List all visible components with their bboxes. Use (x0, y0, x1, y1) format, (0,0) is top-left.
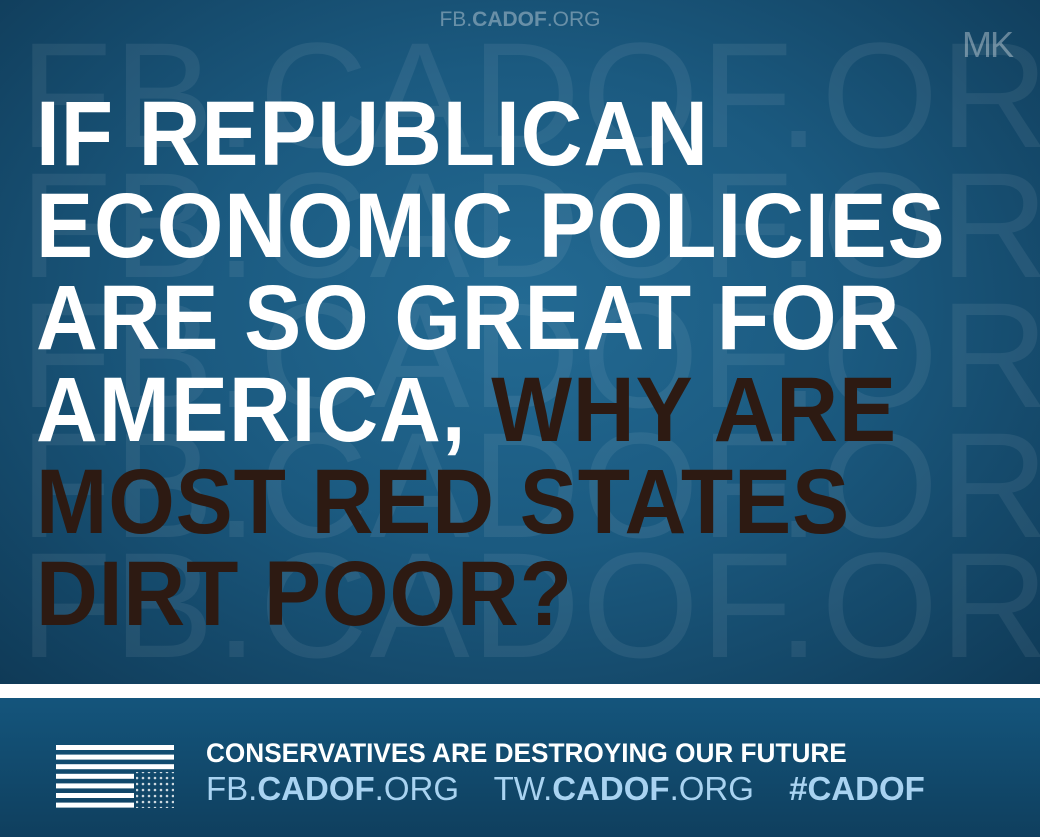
headline-white: ARE SO GREAT FOR (36, 267, 901, 369)
link-bold: CADOF (257, 770, 375, 807)
headline-line: ARE SO GREAT FOR (36, 272, 966, 364)
headline-white: IF REPUBLICAN (36, 83, 709, 185)
headline-dark: WHY ARE (491, 359, 898, 461)
divider-stripe (0, 684, 1040, 698)
facebook-link[interactable]: FB.CADOF.ORG (206, 770, 459, 807)
link-suffix: .ORG (374, 770, 460, 807)
hashtag: #CADOF (789, 770, 925, 807)
headline-line: IF REPUBLICAN (36, 88, 966, 180)
link-prefix: FB. (206, 770, 258, 807)
headline-line: ECONOMIC POLICIES (36, 180, 966, 272)
top-url-suffix: .ORG (546, 8, 601, 31)
watermark-row: FB.CADOF.ORG (20, 11, 1040, 179)
link-prefix: TW. (493, 770, 553, 807)
footer-links: FB.CADOF.ORG TW.CADOF.ORG #CADOF (206, 770, 951, 808)
headline-line: DIRT POOR? (36, 548, 966, 640)
watermark-row: FB.CADOF.ORG (20, 401, 1040, 569)
twitter-link[interactable]: TW.CADOF.ORG (494, 770, 754, 807)
artist-initials: MK (962, 24, 1014, 65)
watermark-row: FB.CADOF.ORG (20, 271, 1040, 439)
link-suffix: .ORG (669, 770, 754, 807)
upside-down-flag-icon (56, 745, 174, 808)
main-panel: FB.CADOF.ORG FB.CADOF.ORG FB.CADOF.ORG F… (0, 0, 1040, 684)
watermark-row: FB.CADOF.ORG (20, 141, 1040, 309)
headline-dark: DIRT POOR? (36, 543, 573, 645)
headline-dark: MOST RED STATES (36, 451, 851, 553)
watermark-row: FB.CADOF.ORG (20, 521, 1040, 684)
footer-band: CONSERVATIVES ARE DESTROYING OUR FUTURE … (0, 698, 1040, 837)
link-bold: CADOF (552, 770, 670, 807)
top-url-bold: CADOF (472, 8, 547, 31)
headline-line: MOST RED STATES (36, 456, 966, 548)
headline-white: AMERICA, (36, 359, 492, 461)
headline-line: AMERICA, WHY ARE (36, 364, 966, 456)
top-url: FB.CADOF.ORG (0, 8, 1040, 32)
top-url-prefix: FB. (439, 8, 473, 31)
headline: IF REPUBLICAN ECONOMIC POLICIES ARE SO G… (36, 88, 1036, 640)
headline-white: ECONOMIC POLICIES (36, 175, 946, 277)
hashtag-text: #CADOF (789, 770, 925, 807)
tagline: CONSERVATIVES ARE DESTROYING OUR FUTURE (206, 738, 847, 768)
